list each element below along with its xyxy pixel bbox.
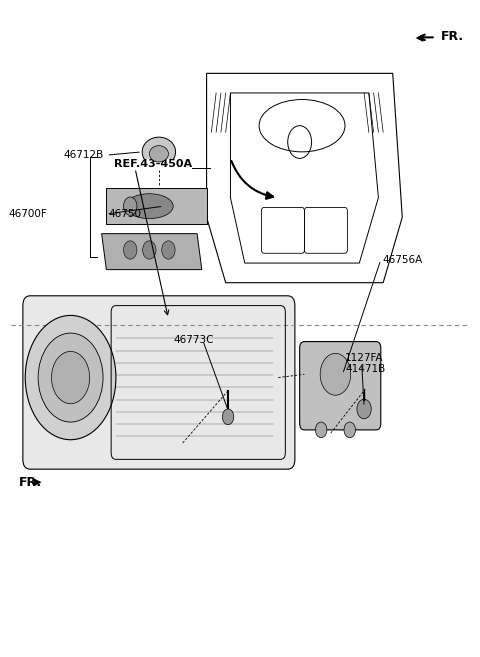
FancyBboxPatch shape (23, 296, 295, 469)
Circle shape (320, 353, 351, 396)
Circle shape (357, 399, 371, 419)
Text: FR.: FR. (441, 30, 464, 43)
Text: 46773C: 46773C (173, 335, 214, 346)
Circle shape (315, 422, 327, 438)
Ellipse shape (123, 197, 137, 215)
Text: FR.: FR. (19, 476, 42, 489)
Circle shape (143, 241, 156, 259)
Text: 46756A: 46756A (382, 255, 422, 265)
Ellipse shape (125, 194, 173, 219)
Ellipse shape (149, 146, 168, 162)
Circle shape (222, 409, 234, 424)
Text: REF.43-450A: REF.43-450A (114, 158, 192, 169)
Polygon shape (107, 188, 206, 224)
Circle shape (344, 422, 356, 438)
Circle shape (162, 241, 175, 259)
Text: 46750: 46750 (109, 209, 142, 219)
Text: 46712B: 46712B (63, 150, 104, 160)
Text: 46700F: 46700F (9, 209, 48, 219)
Text: 41471B: 41471B (345, 364, 385, 374)
Circle shape (25, 315, 116, 440)
Ellipse shape (142, 137, 176, 167)
Text: 1127FA: 1127FA (345, 353, 384, 363)
FancyBboxPatch shape (300, 342, 381, 430)
Circle shape (51, 351, 90, 404)
Polygon shape (102, 234, 202, 269)
Circle shape (123, 241, 137, 259)
Circle shape (38, 333, 103, 422)
